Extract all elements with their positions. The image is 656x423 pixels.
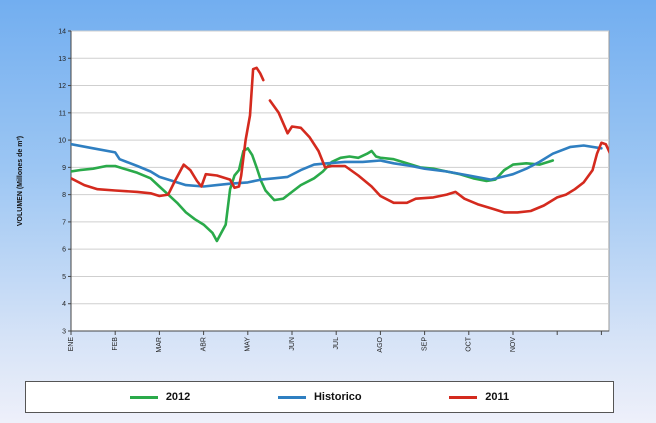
y-axis-title: VOLUMEN (Millones de m³) (17, 136, 24, 226)
legend-item-historico: Historico (277, 391, 362, 403)
legend-swatch-2011 (449, 395, 478, 399)
series-line-historico-1 (71, 142, 603, 188)
tick-label-x-may: MAY (245, 337, 252, 352)
legend-label-historico: Historico (313, 391, 362, 403)
legend-item-2011: 2011 (449, 391, 509, 403)
legend-item-2012: 2012 (129, 391, 191, 403)
tick-label-y-6: 6 (62, 247, 66, 254)
legend: 2012 Historico 2011 (25, 381, 614, 413)
tick-label-y-4: 4 (62, 301, 66, 308)
tick-label-y-14: 14 (58, 29, 66, 36)
tick-label-x-feb: FEB (112, 337, 119, 351)
plot-area (70, 30, 610, 332)
legend-label-2011: 2011 (485, 391, 510, 403)
tick-label-x-ene: ENE (68, 337, 75, 352)
tick-label-x-jun: JUN (289, 337, 296, 351)
tick-label-x-nov: NOV (510, 337, 517, 353)
tick-label-x-mar: MAR (156, 337, 163, 353)
tick-label-x-sep: SEP (421, 337, 428, 351)
tick-label-y-13: 13 (58, 56, 66, 63)
legend-swatch-2012 (129, 395, 158, 399)
tick-label-y-12: 12 (58, 83, 66, 90)
tick-label-y-7: 7 (62, 219, 66, 226)
series-line-2011-3 (268, 99, 609, 214)
legend-swatch-historico (277, 395, 306, 399)
tick-label-y-5: 5 (62, 274, 66, 281)
tick-label-x-oct: OCT (466, 336, 473, 352)
tick-label-y-10: 10 (58, 138, 66, 145)
tick-label-y-9: 9 (62, 165, 66, 172)
tick-label-x-ago: AGO (377, 336, 384, 352)
series-line-2011-2 (71, 66, 265, 198)
tick-label-y-8: 8 (62, 192, 66, 199)
tick-label-x-jul: JUL (333, 337, 340, 350)
legend-label-2012: 2012 (165, 391, 191, 403)
tick-label-x-abr: ABR (200, 337, 207, 351)
tick-label-y-11: 11 (59, 110, 66, 117)
tick-label-y-3: 3 (62, 329, 66, 336)
